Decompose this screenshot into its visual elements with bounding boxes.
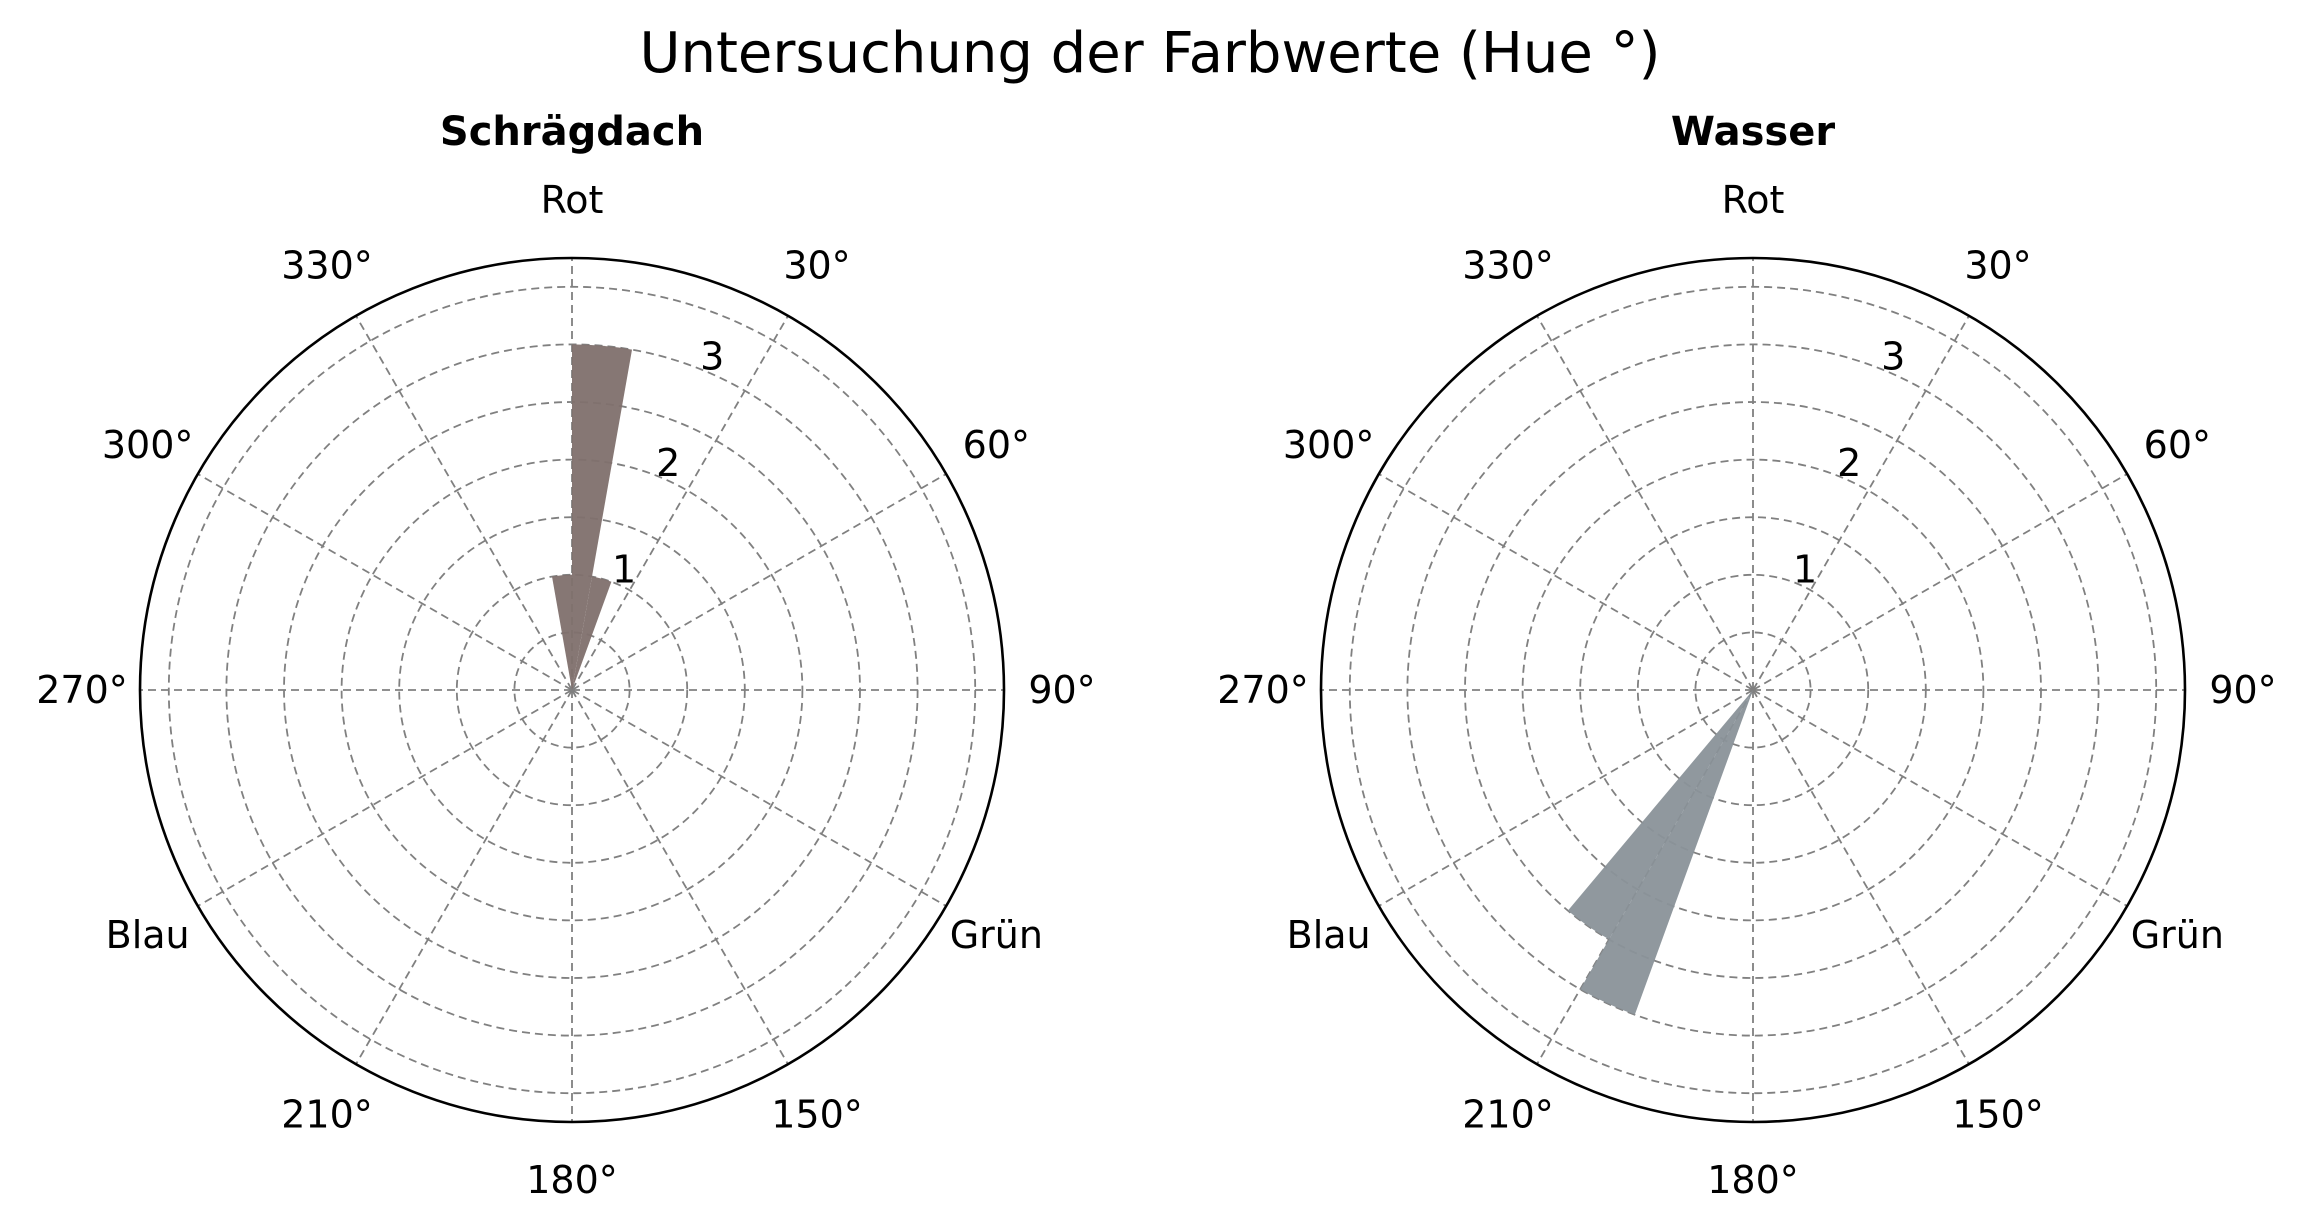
polar-frame xyxy=(138,256,1006,1124)
angle-tick-label: 300° xyxy=(1283,423,1375,467)
angle-tick-label: 210° xyxy=(1462,1092,1554,1136)
radial-gridline xyxy=(1406,343,2100,1037)
hue-bar xyxy=(572,576,612,690)
angle-tick-label: Grün xyxy=(2131,913,2224,957)
angular-gridline xyxy=(355,315,573,691)
angular-gridline xyxy=(355,689,573,1065)
angle-tick-label: 180° xyxy=(526,1158,618,1202)
radial-gridline xyxy=(513,631,631,749)
angle-tick-label: 60° xyxy=(2144,423,2211,467)
angle-tick-label: 180° xyxy=(1707,1158,1799,1202)
angle-tick-label: 270° xyxy=(1217,668,1309,712)
angular-gridline xyxy=(197,689,573,907)
angular-gridline xyxy=(1752,689,1970,1065)
radial-gridline xyxy=(1521,458,1985,922)
hue-bar xyxy=(572,344,633,690)
angular-gridline xyxy=(571,473,947,691)
angle-tick-label: Grün xyxy=(950,913,1043,957)
figure-title: Untersuchung der Farbwerte (Hue °) xyxy=(639,21,1660,86)
angle-tick-label: 270° xyxy=(36,668,128,712)
angle-tick-label: Blau xyxy=(1287,913,1371,957)
angular-gridline xyxy=(1536,315,1754,691)
radial-tick-label: 1 xyxy=(612,548,636,592)
radial-gridline xyxy=(1636,573,1870,807)
polar-frame xyxy=(1319,256,2187,1124)
angular-gridline xyxy=(1378,473,1754,691)
hue-bar xyxy=(1567,690,1753,940)
angular-gridline xyxy=(1378,689,1754,907)
chart-title: Schrägdach xyxy=(440,109,704,155)
angular-gridline xyxy=(571,689,947,907)
angle-tick-label: Rot xyxy=(541,178,604,222)
angle-tick-label: 210° xyxy=(281,1092,373,1136)
hue-bar xyxy=(551,574,572,690)
angular-gridline xyxy=(1752,689,2128,907)
hue-bar xyxy=(1580,690,1753,1015)
radial-tick-label: 2 xyxy=(656,441,680,485)
polar-chart-wasser: Wasser Rot 30° 60° 90° Grün 150° 180° 210° Blau 2… xyxy=(1217,109,2276,1202)
angle-tick-label: 150° xyxy=(771,1092,863,1136)
angle-tick-label: 30° xyxy=(783,244,850,288)
chart-title: Wasser xyxy=(1671,109,1835,155)
radial-gridline xyxy=(1579,516,1927,864)
angle-tick-label: Rot xyxy=(1722,178,1785,222)
angle-tick-label: 90° xyxy=(2209,668,2276,712)
radial-gridline xyxy=(455,573,689,807)
angular-gridline xyxy=(197,473,573,691)
radial-tick-label: 3 xyxy=(700,335,724,379)
angle-tick-label: 330° xyxy=(281,244,373,288)
radial-gridline xyxy=(1348,285,2158,1095)
radial-gridline xyxy=(167,285,977,1095)
angle-tick-label: 30° xyxy=(1964,244,2031,288)
angle-tick-label: 150° xyxy=(1952,1092,2044,1136)
angular-gridline xyxy=(1752,315,1970,691)
radial-tick-label: 3 xyxy=(1881,335,1905,379)
angle-tick-label: Blau xyxy=(106,913,190,957)
angle-tick-label: 60° xyxy=(963,423,1030,467)
radial-tick-label: 1 xyxy=(1793,548,1817,592)
radial-gridline xyxy=(1694,631,1812,749)
polar-chart-schraegdach: Schrägdach Rot 30° 60° 90° Grün 150° 180° 210° B… xyxy=(36,109,1095,1202)
angular-gridline xyxy=(571,315,789,691)
angular-gridline xyxy=(1752,473,2128,691)
radial-gridline xyxy=(1464,401,2042,979)
angle-tick-label: 330° xyxy=(1462,244,1554,288)
radial-tick-label: 2 xyxy=(1837,441,1861,485)
angle-tick-label: 300° xyxy=(102,423,194,467)
angle-tick-label: 90° xyxy=(1028,668,1095,712)
angular-gridline xyxy=(571,689,789,1065)
